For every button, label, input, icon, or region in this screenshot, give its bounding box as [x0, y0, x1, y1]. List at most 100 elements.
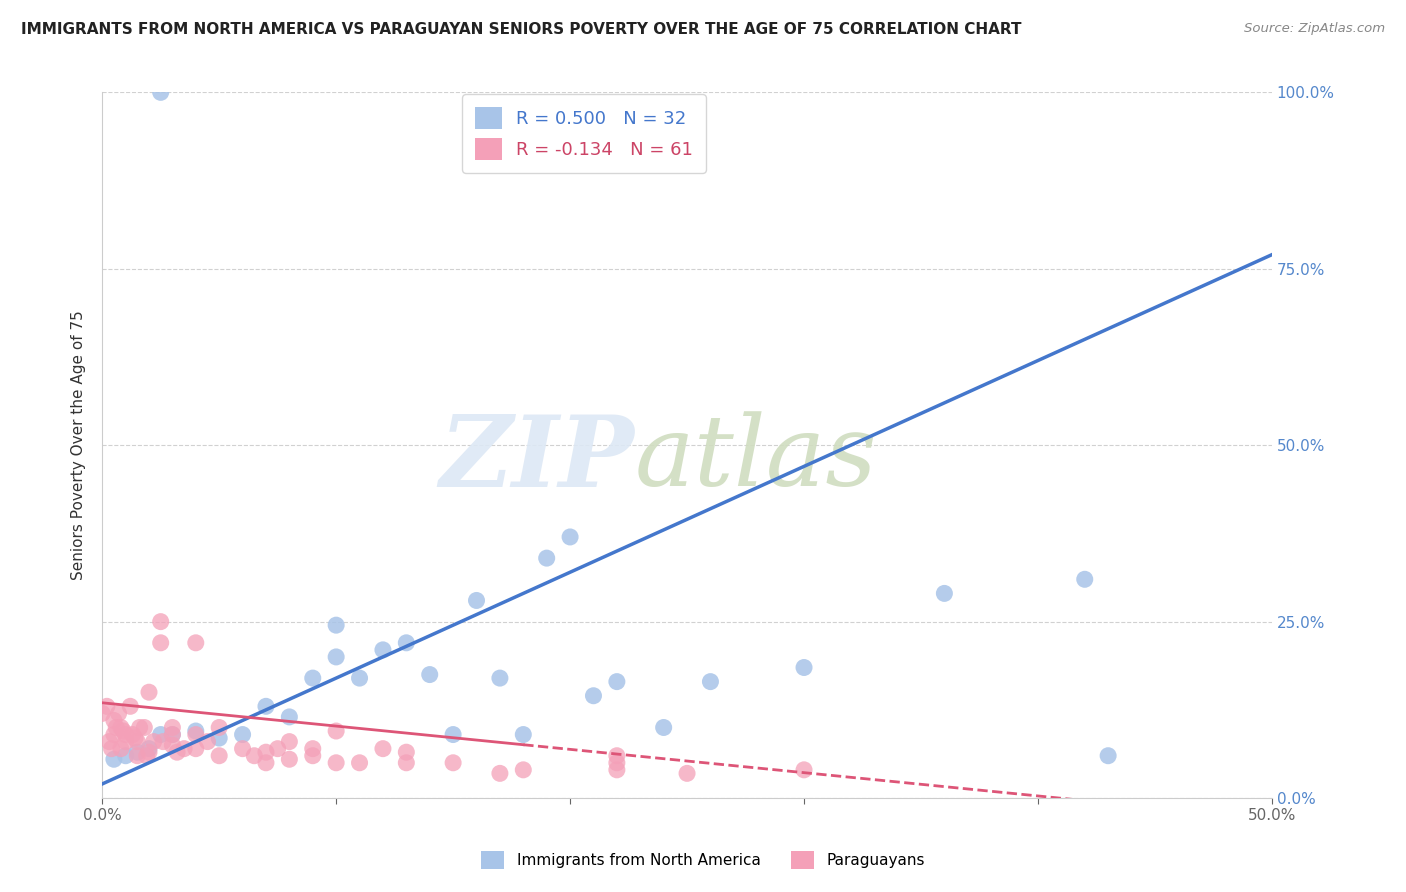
- Point: [325, 649, 347, 664]
- Point: [934, 586, 956, 600]
- Point: [232, 741, 254, 756]
- Point: [652, 721, 675, 735]
- Point: [278, 752, 301, 766]
- Point: [114, 734, 136, 748]
- Text: Source: ZipAtlas.com: Source: ZipAtlas.com: [1244, 22, 1385, 36]
- Point: [325, 756, 347, 770]
- Point: [127, 734, 149, 748]
- Y-axis label: Seniors Poverty Over the Age of 75: Seniors Poverty Over the Age of 75: [72, 310, 86, 580]
- Point: [162, 727, 184, 741]
- Point: [558, 530, 581, 544]
- Point: [184, 636, 207, 650]
- Point: [1074, 572, 1097, 586]
- Point: [278, 734, 301, 748]
- Point: [349, 671, 371, 685]
- Point: [232, 727, 254, 741]
- Point: [142, 734, 165, 748]
- Point: [699, 674, 721, 689]
- Point: [254, 745, 277, 759]
- Point: [121, 727, 143, 741]
- Point: [208, 731, 231, 745]
- Point: [128, 721, 150, 735]
- Point: [371, 741, 394, 756]
- Text: ZIP: ZIP: [440, 411, 634, 508]
- Point: [419, 667, 441, 681]
- Point: [301, 671, 323, 685]
- Point: [395, 745, 418, 759]
- Point: [266, 741, 288, 756]
- Text: IMMIGRANTS FROM NORTH AMERICA VS PARAGUAYAN SENIORS POVERTY OVER THE AGE OF 75 C: IMMIGRANTS FROM NORTH AMERICA VS PARAGUA…: [21, 22, 1022, 37]
- Point: [395, 636, 418, 650]
- Point: [197, 734, 219, 748]
- Point: [166, 745, 188, 759]
- Point: [301, 748, 323, 763]
- Point: [184, 724, 207, 739]
- Point: [110, 721, 132, 735]
- Point: [489, 766, 512, 780]
- Point: [114, 727, 136, 741]
- Point: [107, 706, 129, 721]
- Point: [536, 551, 558, 566]
- Point: [441, 727, 464, 741]
- Point: [98, 734, 121, 748]
- Point: [162, 727, 184, 741]
- Point: [325, 618, 347, 632]
- Point: [184, 741, 207, 756]
- Point: [135, 748, 157, 763]
- Point: [489, 671, 512, 685]
- Point: [138, 685, 160, 699]
- Point: [124, 731, 146, 745]
- Point: [582, 689, 605, 703]
- Point: [243, 748, 266, 763]
- Point: [120, 699, 142, 714]
- Point: [103, 714, 125, 728]
- Point: [149, 86, 172, 100]
- Point: [110, 741, 132, 756]
- Point: [512, 727, 534, 741]
- Point: [208, 721, 231, 735]
- Point: [676, 766, 699, 780]
- Point: [149, 636, 172, 650]
- Point: [114, 748, 136, 763]
- Point: [512, 763, 534, 777]
- Point: [465, 593, 488, 607]
- Point: [254, 756, 277, 770]
- Legend: R = 0.500   N = 32, R = -0.134   N = 61: R = 0.500 N = 32, R = -0.134 N = 61: [463, 95, 706, 173]
- Point: [127, 748, 149, 763]
- Point: [184, 727, 207, 741]
- Point: [103, 752, 125, 766]
- Point: [112, 724, 135, 739]
- Point: [152, 734, 174, 748]
- Text: atlas: atlas: [634, 412, 877, 507]
- Point: [793, 763, 815, 777]
- Point: [149, 615, 172, 629]
- Point: [162, 738, 184, 752]
- Point: [325, 724, 347, 739]
- Point: [96, 699, 118, 714]
- Point: [162, 721, 184, 735]
- Point: [91, 706, 114, 721]
- Point: [606, 763, 628, 777]
- Point: [349, 756, 371, 770]
- Point: [105, 721, 128, 735]
- Point: [138, 741, 160, 756]
- Point: [138, 745, 160, 759]
- Point: [127, 745, 149, 759]
- Point: [301, 741, 323, 756]
- Point: [100, 741, 122, 756]
- Point: [1097, 748, 1119, 763]
- Point: [134, 721, 156, 735]
- Point: [149, 727, 172, 741]
- Point: [371, 643, 394, 657]
- Point: [793, 660, 815, 674]
- Point: [173, 741, 195, 756]
- Point: [606, 756, 628, 770]
- Point: [606, 674, 628, 689]
- Point: [395, 756, 418, 770]
- Point: [278, 710, 301, 724]
- Point: [254, 699, 277, 714]
- Point: [208, 748, 231, 763]
- Legend: Immigrants from North America, Paraguayans: Immigrants from North America, Paraguaya…: [475, 845, 931, 875]
- Point: [103, 727, 125, 741]
- Point: [441, 756, 464, 770]
